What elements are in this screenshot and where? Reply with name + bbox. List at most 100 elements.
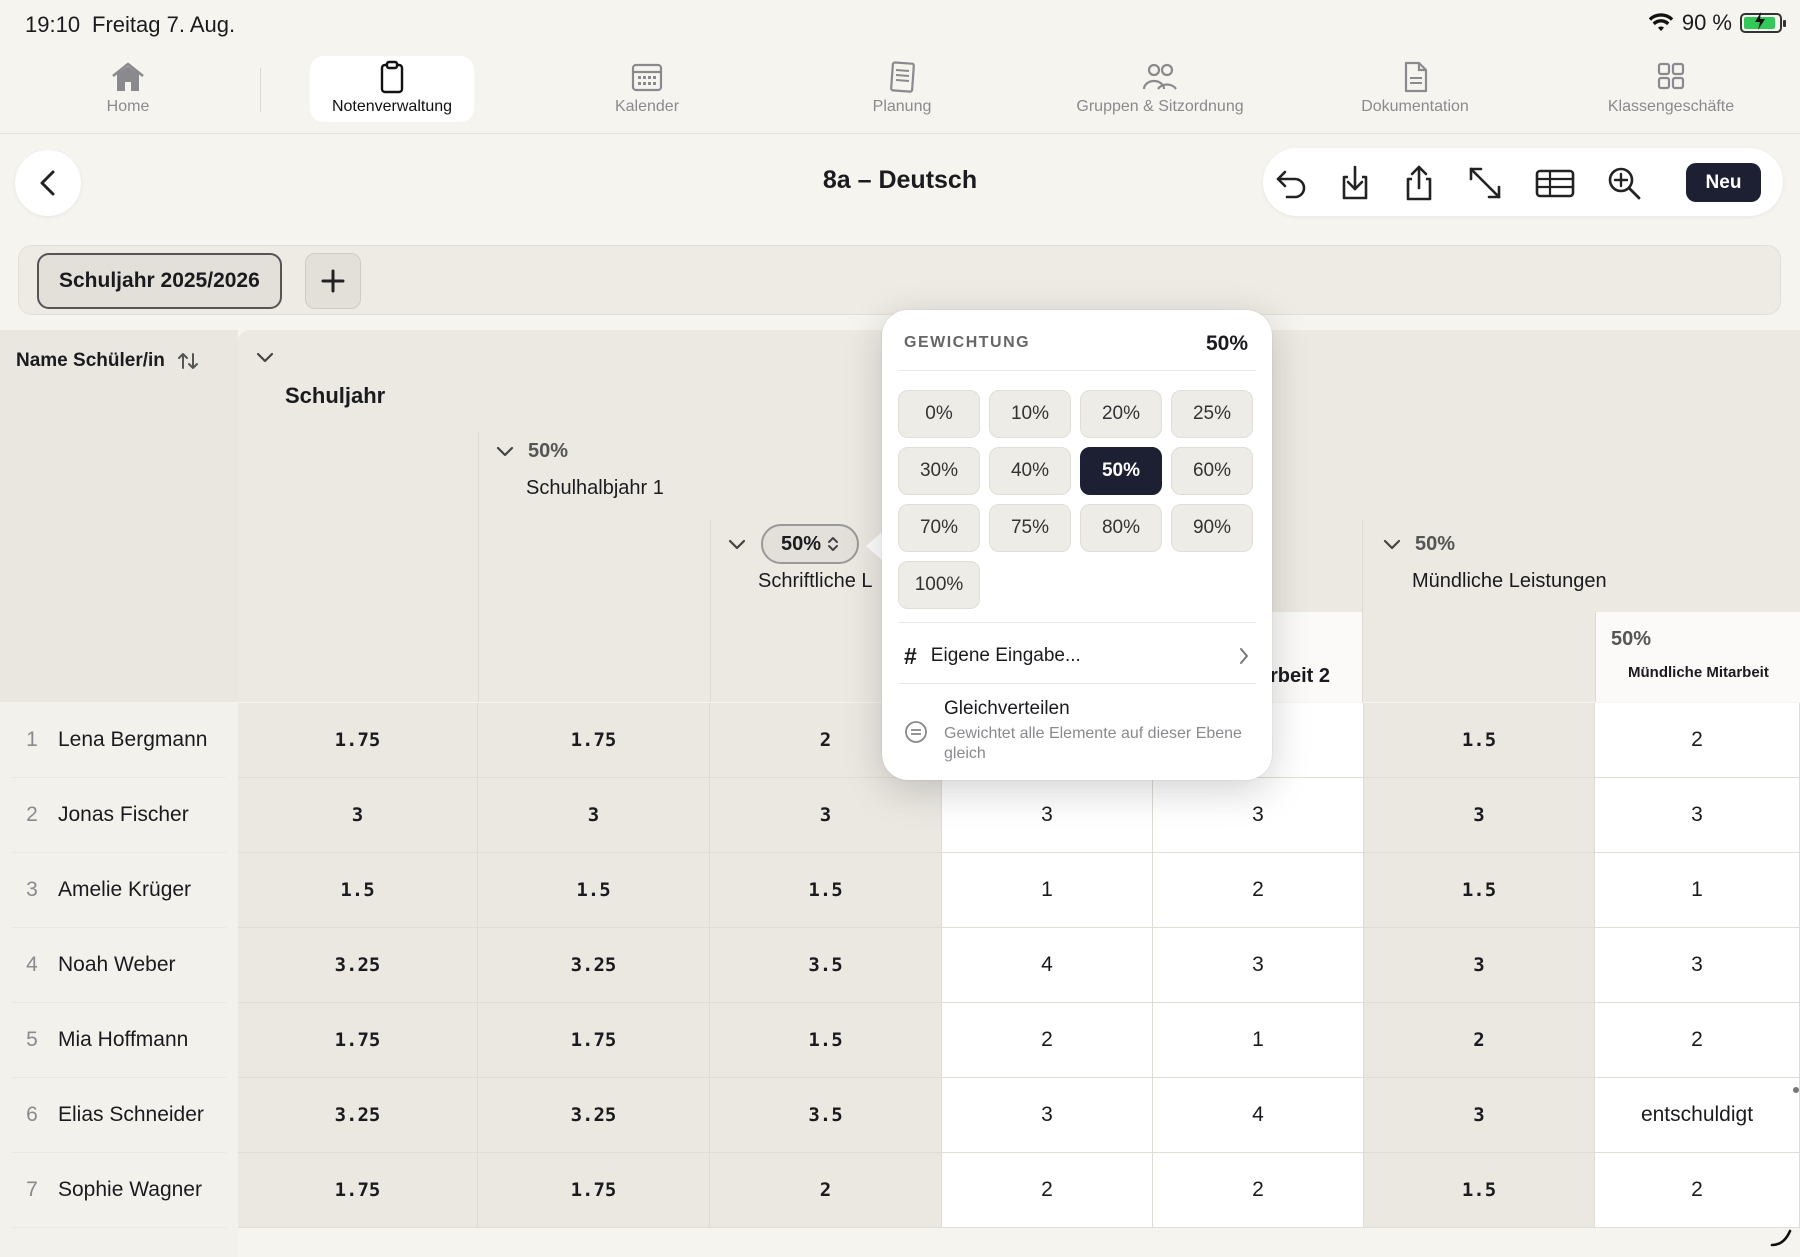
grade-cell[interactable]: 1.5 [710,853,942,928]
muendlich-weight[interactable]: 50% [1415,533,1456,555]
tab-planung[interactable]: Planung [852,56,952,122]
grade-cell[interactable]: 1.5 [710,1003,942,1078]
grade-cell[interactable]: 3 [1364,928,1595,1003]
grade-cell[interactable]: 3.25 [238,1078,478,1153]
grade-cell[interactable]: 3 [1595,778,1800,853]
grade-cell[interactable]: 1.5 [238,853,478,928]
grade-cell[interactable]: 3 [1153,928,1364,1003]
grade-cell[interactable]: 2 [942,1003,1153,1078]
grade-cell[interactable]: 4 [1153,1078,1364,1153]
sort-icon[interactable] [177,351,199,371]
add-year-button[interactable] [305,253,361,309]
table-row[interactable]: 4 Noah Weber 3.25 3.25 3.5 4 3 3 3 [0,928,1800,1003]
grade-cell[interactable]: 3 [1595,928,1800,1003]
weight-option-25[interactable]: 25% [1171,390,1253,438]
tab-home[interactable]: Home [78,56,178,122]
muendlich-column-title[interactable]: Mündliche Leistungen [1412,570,1607,592]
zoom-in-icon[interactable] [1605,164,1643,202]
weight-option-0[interactable]: 0% [898,390,980,438]
weight-option-50[interactable]: 50% [1080,447,1162,495]
grade-cell[interactable]: 3.25 [478,1078,710,1153]
table-row[interactable]: 3 Amelie Krüger 1.5 1.5 1.5 1 2 1.5 1 [0,853,1800,928]
grade-cell[interactable]: 1.5 [1364,703,1595,778]
tab-dokumentation[interactable]: Dokumentation [1346,56,1484,122]
weight-option-40[interactable]: 40% [989,447,1071,495]
undo-icon[interactable] [1273,164,1311,202]
student-name-cell[interactable]: 6 Elias Schneider [12,1078,226,1153]
custom-input-row[interactable]: # Eigene Eingabe... [904,636,1250,676]
grade-cell[interactable]: 3 [942,1078,1153,1153]
schuljahr-column-title[interactable]: Schuljahr [285,383,386,408]
grade-cell[interactable]: 1.75 [238,1003,478,1078]
grade-cell[interactable]: 3 [1364,1078,1595,1153]
halbjahr-column-title[interactable]: Schulhalbjahr 1 [526,477,664,499]
grade-cell[interactable]: 1.5 [1364,853,1595,928]
grade-cell[interactable]: 1.75 [478,1153,710,1228]
halbjahr-weight[interactable]: 50% [528,440,569,462]
grade-cell[interactable]: 2 [1153,853,1364,928]
weight-option-20[interactable]: 20% [1080,390,1162,438]
table-row[interactable]: 2 Jonas Fischer 3 3 3 3 3 3 3 [0,778,1800,853]
grade-cell[interactable]: entschuldigt [1595,1078,1800,1153]
grade-cell[interactable]: 2 [942,1153,1153,1228]
grade-cell[interactable]: 2 [710,1153,942,1228]
weight-option-80[interactable]: 80% [1080,504,1162,552]
weight-option-60[interactable]: 60% [1171,447,1253,495]
grade-cell[interactable]: 3.25 [238,928,478,1003]
grade-cell[interactable]: 3 [1364,778,1595,853]
grade-cell[interactable]: 2 [1595,1003,1800,1078]
weight-option-30[interactable]: 30% [898,447,980,495]
table-row[interactable]: 6 Elias Schneider 3.25 3.25 3.5 3 4 3 ent… [0,1078,1800,1153]
grade-cell[interactable]: 1.5 [478,853,710,928]
student-name-cell[interactable]: 7 Sophie Wagner [12,1153,226,1228]
back-button[interactable] [15,150,81,216]
chevron-down-icon[interactable] [726,533,748,555]
equal-distribute-row[interactable]: Gleichverteilen Gewichtet alle Elemente … [898,690,1256,770]
weight-option-10[interactable]: 10% [989,390,1071,438]
download-icon[interactable] [1336,164,1374,202]
grade-cell[interactable]: 2 [1595,1153,1800,1228]
grade-cell[interactable]: 1.75 [478,1003,710,1078]
grade-cell[interactable]: 3.25 [478,928,710,1003]
grade-cell[interactable]: 3 [1153,778,1364,853]
table-row[interactable]: 7 Sophie Wagner 1.75 1.75 2 2 2 1.5 2 [0,1153,1800,1228]
grade-cell[interactable]: 3.5 [710,1078,942,1153]
chevron-down-icon[interactable] [1381,533,1403,555]
chevron-down-icon[interactable] [254,346,276,368]
resize-handle-icon[interactable] [1768,1225,1794,1249]
student-name-cell[interactable]: 3 Amelie Krüger [12,853,226,928]
grade-cell[interactable]: 1 [1153,1003,1364,1078]
table-row[interactable]: 5 Mia Hoffmann 1.75 1.75 1.5 2 1 2 2 [0,1003,1800,1078]
weight-option-90[interactable]: 90% [1171,504,1253,552]
mitarbeit-weight[interactable]: 50% [1611,628,1652,650]
student-name-cell[interactable]: 2 Jonas Fischer [12,778,226,853]
grade-cell[interactable]: 3 [478,778,710,853]
weight-option-70[interactable]: 70% [898,504,980,552]
student-name-cell[interactable]: 1 Lena Bergmann [12,703,226,778]
grade-cell[interactable]: 2 [1153,1153,1364,1228]
school-year-chip[interactable]: Schuljahr 2025/2026 [37,253,282,309]
student-name-cell[interactable]: 4 Noah Weber [12,928,226,1003]
table-icon[interactable] [1534,164,1576,202]
grade-cell[interactable]: 1.5 [1364,1153,1595,1228]
name-column-header[interactable]: Name Schüler/in [16,350,199,372]
grade-cell[interactable]: 3 [710,778,942,853]
grade-cell[interactable]: 3.5 [710,928,942,1003]
mitarbeit-header-cell[interactable] [1595,612,1800,702]
grade-cell[interactable]: 1.75 [238,1153,478,1228]
tab-gruppen-sitzordnung[interactable]: Gruppen & Sitzordnung [1060,56,1260,122]
arbeit2-column-title[interactable]: rbeit 2 [1270,665,1331,687]
weight-stepper-pill[interactable]: 50% [761,524,859,564]
student-name-cell[interactable]: 5 Mia Hoffmann [12,1003,226,1078]
expand-icon[interactable] [1466,164,1504,202]
grade-cell[interactable]: 1 [1595,853,1800,928]
grade-cell[interactable]: 1 [942,853,1153,928]
grade-cell[interactable]: 3 [942,778,1153,853]
grade-cell[interactable]: 2 [1364,1003,1595,1078]
grade-cell[interactable]: 1.75 [238,703,478,778]
tab-kalender[interactable]: Kalender [590,56,704,122]
grade-cell[interactable]: 3 [238,778,478,853]
tab-notenverwaltung[interactable]: Notenverwaltung [310,56,474,122]
weight-option-75[interactable]: 75% [989,504,1071,552]
chevron-down-icon[interactable] [494,440,516,462]
